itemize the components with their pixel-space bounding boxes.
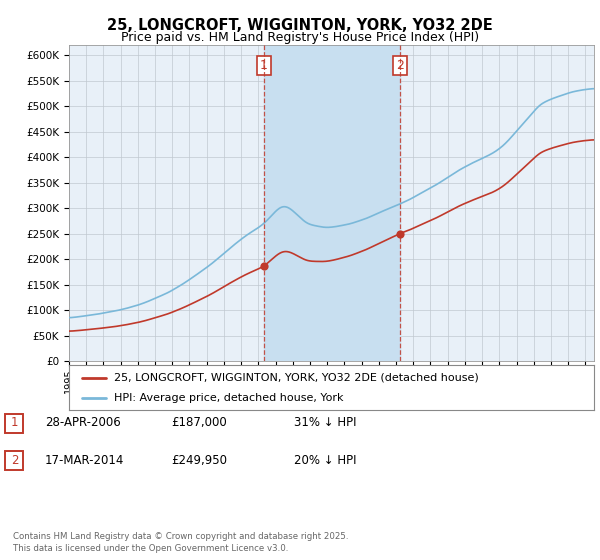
Text: 2: 2 <box>11 454 18 467</box>
Text: 17-MAR-2014: 17-MAR-2014 <box>45 454 124 467</box>
Text: 2: 2 <box>396 59 404 72</box>
Text: £187,000: £187,000 <box>171 416 227 430</box>
Text: 1: 1 <box>11 416 18 430</box>
Text: 20% ↓ HPI: 20% ↓ HPI <box>294 454 356 467</box>
Text: 1: 1 <box>260 59 268 72</box>
Text: Price paid vs. HM Land Registry's House Price Index (HPI): Price paid vs. HM Land Registry's House … <box>121 31 479 44</box>
Text: £249,950: £249,950 <box>171 454 227 467</box>
Text: 25, LONGCROFT, WIGGINTON, YORK, YO32 2DE (detached house): 25, LONGCROFT, WIGGINTON, YORK, YO32 2DE… <box>113 372 478 382</box>
Point <box>259 262 269 270</box>
Text: 31% ↓ HPI: 31% ↓ HPI <box>294 416 356 430</box>
Point <box>395 229 404 238</box>
Text: 28-APR-2006: 28-APR-2006 <box>45 416 121 430</box>
Text: 25, LONGCROFT, WIGGINTON, YORK, YO32 2DE: 25, LONGCROFT, WIGGINTON, YORK, YO32 2DE <box>107 18 493 33</box>
Bar <box>264 45 400 361</box>
Text: Contains HM Land Registry data © Crown copyright and database right 2025.
This d: Contains HM Land Registry data © Crown c… <box>13 533 349 553</box>
Text: HPI: Average price, detached house, York: HPI: Average price, detached house, York <box>113 393 343 403</box>
